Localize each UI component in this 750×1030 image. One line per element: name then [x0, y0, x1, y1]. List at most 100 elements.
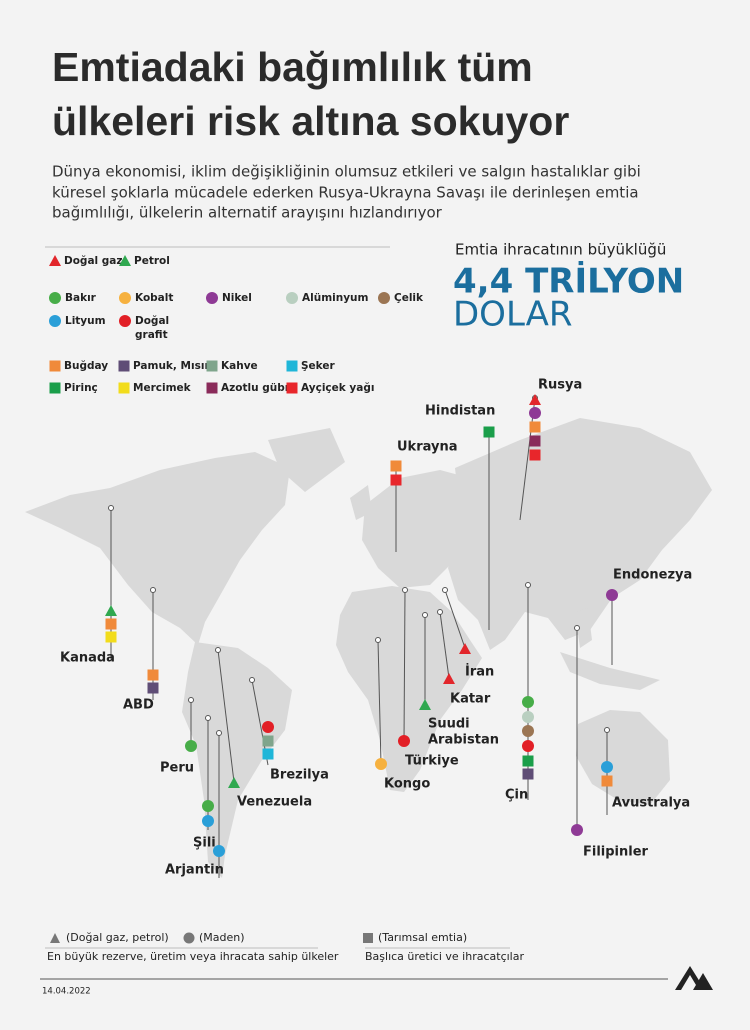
square-marker	[206, 360, 218, 372]
legend-label: Şeker	[301, 360, 336, 372]
circle-marker	[49, 315, 61, 327]
triangle-marker	[49, 255, 61, 266]
legend-label: Azotlu gübre	[221, 382, 297, 394]
circle-marker	[213, 845, 225, 857]
country-label: Arjantin	[165, 863, 224, 878]
anchor-dot	[402, 587, 408, 593]
markers-layer: Doğal gaz Petrol Bakır Kobalt Nikel Alüminyum…	[49, 255, 692, 878]
country-label: Rusya	[538, 378, 582, 393]
anchor-dot	[442, 587, 448, 593]
subtitle-line: küresel şoklarla mücadele ederken Rusya-…	[52, 184, 639, 202]
square-marker	[529, 421, 541, 433]
triangle-marker	[419, 699, 431, 710]
square-marker	[286, 382, 298, 394]
circle-marker	[601, 761, 613, 773]
title-line: Emtiadaki bağımlılık tüm	[52, 44, 533, 90]
stat-label: Emtia ihracatının büyüklüğü	[455, 241, 666, 259]
country-label: ABD	[123, 698, 154, 713]
key-label: (Maden)	[199, 931, 245, 944]
date: 14.04.2022	[42, 987, 91, 997]
circle-marker	[378, 292, 390, 304]
anchor-dot	[604, 727, 610, 733]
circle-marker	[398, 735, 410, 747]
triangle-marker	[443, 673, 455, 684]
anchor-dot	[422, 612, 428, 618]
legend-label: Buğday	[64, 360, 108, 372]
leader-line	[444, 589, 466, 649]
country-label: Filipinler	[583, 845, 649, 860]
country-label: Peru	[160, 761, 194, 776]
square-marker	[147, 682, 159, 694]
anchor-dot	[108, 505, 114, 511]
legend-label: Petrol	[134, 255, 170, 267]
legend-label: grafit	[135, 329, 168, 341]
square-marker	[49, 360, 61, 372]
square-marker	[147, 669, 159, 681]
footnote: En büyük rezerve, üretim veya ihracata s…	[47, 950, 339, 963]
country-label: Avustralya	[612, 796, 690, 811]
triangle-marker	[529, 394, 541, 405]
square-marker	[118, 382, 130, 394]
triangle-marker	[459, 643, 471, 654]
legend-label: Mercimek	[133, 382, 192, 394]
square-marker	[286, 360, 298, 372]
legend-label: Pamuk, Mısır	[133, 360, 210, 372]
subtitle-line: bağımlılığı, ülkelerin alternatif arayış…	[52, 204, 443, 222]
world-map	[25, 418, 712, 878]
legend-label: Pirinç	[64, 382, 98, 394]
legend-label: Ayçiçek yağı	[301, 382, 374, 394]
country-label: Arabistan	[428, 733, 499, 748]
legend-label: Nikel	[222, 292, 252, 304]
circle-marker	[375, 758, 387, 770]
country-label: Kanada	[60, 651, 115, 666]
triangle-marker	[228, 777, 240, 788]
circle-marker	[286, 292, 298, 304]
circle-marker	[522, 725, 534, 737]
square-marker	[483, 426, 495, 438]
circle-marker	[206, 292, 218, 304]
square-marker	[262, 735, 274, 747]
square-marker	[601, 775, 613, 787]
key-label: (Tarımsal emtia)	[378, 931, 467, 944]
legend-label: Çelik	[394, 292, 424, 304]
country-label: Katar	[450, 692, 491, 707]
country-label: Endonezya	[613, 568, 692, 583]
circle-marker	[522, 696, 534, 708]
circle-marker	[119, 292, 131, 304]
anchor-dot	[375, 637, 381, 643]
logo	[675, 966, 713, 990]
square-marker	[262, 748, 274, 760]
country-label: Brezilya	[270, 768, 329, 783]
circle-marker	[185, 740, 197, 752]
country-label: Çin	[505, 788, 528, 803]
country-label: Ukrayna	[397, 440, 458, 455]
anchor-dot	[205, 715, 211, 721]
anchor-dot	[216, 730, 222, 736]
legend-label: Lityum	[65, 315, 106, 327]
country-label: Suudi	[428, 717, 470, 732]
triangle-marker	[119, 255, 131, 266]
circle-marker	[202, 800, 214, 812]
anchor-dot	[150, 587, 156, 593]
leader-line	[403, 589, 406, 742]
title-line: ülkeleri risk altına sokuyor	[52, 98, 569, 144]
legend-label: Doğal gaz	[64, 255, 123, 267]
square-marker	[49, 382, 61, 394]
legend-label: Kobalt	[135, 292, 173, 304]
leader-line	[377, 639, 382, 765]
key-square	[363, 933, 373, 943]
square-marker	[529, 449, 541, 461]
legend-label: Bakır	[65, 292, 97, 304]
country-label: Şili	[193, 836, 216, 851]
stat-unit: DOLAR	[453, 295, 573, 335]
legend-label: Doğal	[135, 315, 169, 327]
legend-label: Kahve	[221, 360, 258, 372]
square-marker	[390, 460, 402, 472]
anchor-dot	[215, 647, 221, 653]
square-marker	[118, 360, 130, 372]
key-circle	[183, 932, 195, 944]
country-label: Kongo	[384, 777, 430, 792]
leader-line	[439, 611, 450, 679]
square-marker	[522, 768, 534, 780]
country-label: İran	[465, 664, 494, 680]
